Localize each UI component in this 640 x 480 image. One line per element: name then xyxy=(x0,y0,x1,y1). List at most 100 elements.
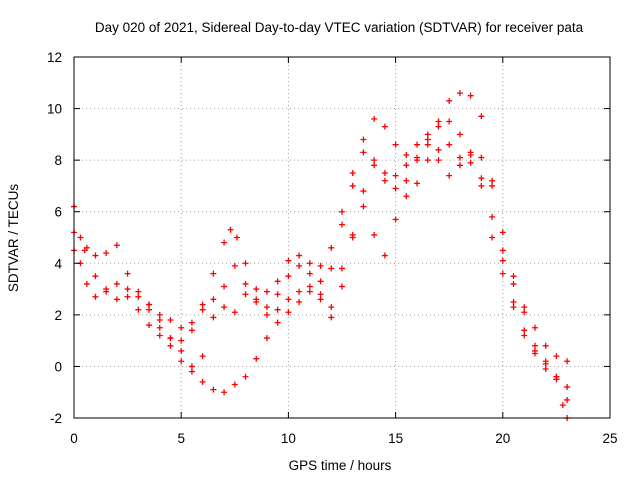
data-point xyxy=(317,296,324,303)
data-point xyxy=(392,172,399,179)
data-point xyxy=(360,136,367,143)
data-point xyxy=(328,265,335,272)
data-point xyxy=(146,322,153,329)
x-tick-label: 20 xyxy=(495,431,510,446)
data-point xyxy=(233,234,240,241)
data-point xyxy=(242,291,249,298)
data-point xyxy=(478,154,485,161)
grid-lines xyxy=(74,57,610,418)
data-point xyxy=(371,231,378,238)
data-point xyxy=(296,288,303,295)
x-axis-label: GPS time / hours xyxy=(289,458,392,473)
data-point xyxy=(521,309,528,316)
x-tick-label: 25 xyxy=(602,431,617,446)
data-point xyxy=(424,157,431,164)
data-point xyxy=(146,301,153,308)
data-point xyxy=(381,252,388,259)
data-point xyxy=(446,118,453,125)
y-tick-label: 4 xyxy=(54,256,62,271)
y-tick-label: 0 xyxy=(54,359,62,374)
plot-frame xyxy=(73,56,611,419)
data-point xyxy=(253,286,260,293)
axis-ticks: 0 5 10 15 20 25 -2 0 2 4 6 8 10 12 xyxy=(47,50,618,446)
data-point xyxy=(231,381,238,388)
series-track-4 xyxy=(146,141,571,421)
data-point xyxy=(403,151,410,158)
data-point xyxy=(381,123,388,130)
data-point xyxy=(274,319,281,326)
series-track-1 xyxy=(71,90,571,365)
data-point xyxy=(242,260,249,267)
chart-title: Day 020 of 2021, Sidereal Day-to-day VTE… xyxy=(95,20,584,35)
data-point xyxy=(467,149,474,156)
data-point xyxy=(103,286,110,293)
data-point xyxy=(167,342,174,349)
data-point xyxy=(371,115,378,122)
data-point xyxy=(349,170,356,177)
data-point xyxy=(167,335,174,342)
data-point xyxy=(274,291,281,298)
data-point xyxy=(199,301,206,308)
series-track-3 xyxy=(71,141,571,403)
data-point xyxy=(210,386,217,393)
data-point xyxy=(285,273,292,280)
data-point xyxy=(339,208,345,215)
data-point xyxy=(371,157,378,164)
data-point xyxy=(188,363,195,370)
data-point xyxy=(199,306,206,313)
data-point xyxy=(317,278,324,285)
data-point xyxy=(456,154,463,161)
data-point xyxy=(156,324,163,331)
data-point xyxy=(285,257,292,264)
x-tick-label: 10 xyxy=(281,431,296,446)
data-point xyxy=(328,244,335,251)
data-point xyxy=(210,296,217,303)
data-point xyxy=(424,141,431,148)
data-point xyxy=(263,288,270,295)
data-point xyxy=(221,239,228,246)
data-point xyxy=(83,280,90,287)
data-point xyxy=(414,154,421,161)
data-point xyxy=(499,270,506,277)
data-point xyxy=(92,273,99,280)
data-point xyxy=(135,288,142,295)
data-point xyxy=(124,293,131,300)
data-point xyxy=(263,335,270,342)
data-point xyxy=(414,180,421,187)
data-point xyxy=(559,402,566,409)
data-point xyxy=(274,306,281,313)
data-point xyxy=(489,234,496,241)
data-point xyxy=(231,262,238,269)
data-point xyxy=(564,396,571,403)
data-point xyxy=(210,270,217,277)
data-point xyxy=(199,378,206,385)
data-point xyxy=(489,213,496,220)
data-point xyxy=(210,314,217,321)
data-point xyxy=(231,309,238,316)
data-point xyxy=(360,188,367,195)
data-point xyxy=(306,283,313,290)
data-point xyxy=(306,270,313,277)
data-point xyxy=(296,252,303,259)
data-point xyxy=(456,131,463,138)
data-point xyxy=(467,92,474,99)
data-point xyxy=(113,296,120,303)
data-point xyxy=(328,304,335,311)
data-point xyxy=(124,270,131,277)
y-tick-label: 8 xyxy=(54,153,62,168)
data-point xyxy=(328,314,335,321)
data-point xyxy=(146,306,153,313)
data-point xyxy=(478,113,485,120)
data-point xyxy=(227,226,234,233)
data-point xyxy=(489,177,496,184)
x-tick-label: 0 xyxy=(70,431,78,446)
data-point xyxy=(499,229,506,236)
data-point xyxy=(199,353,206,360)
data-point xyxy=(178,358,185,365)
data-point xyxy=(253,355,260,362)
data-point xyxy=(403,177,410,184)
data-point xyxy=(77,234,84,241)
data-point xyxy=(414,141,421,148)
data-point xyxy=(339,283,345,290)
